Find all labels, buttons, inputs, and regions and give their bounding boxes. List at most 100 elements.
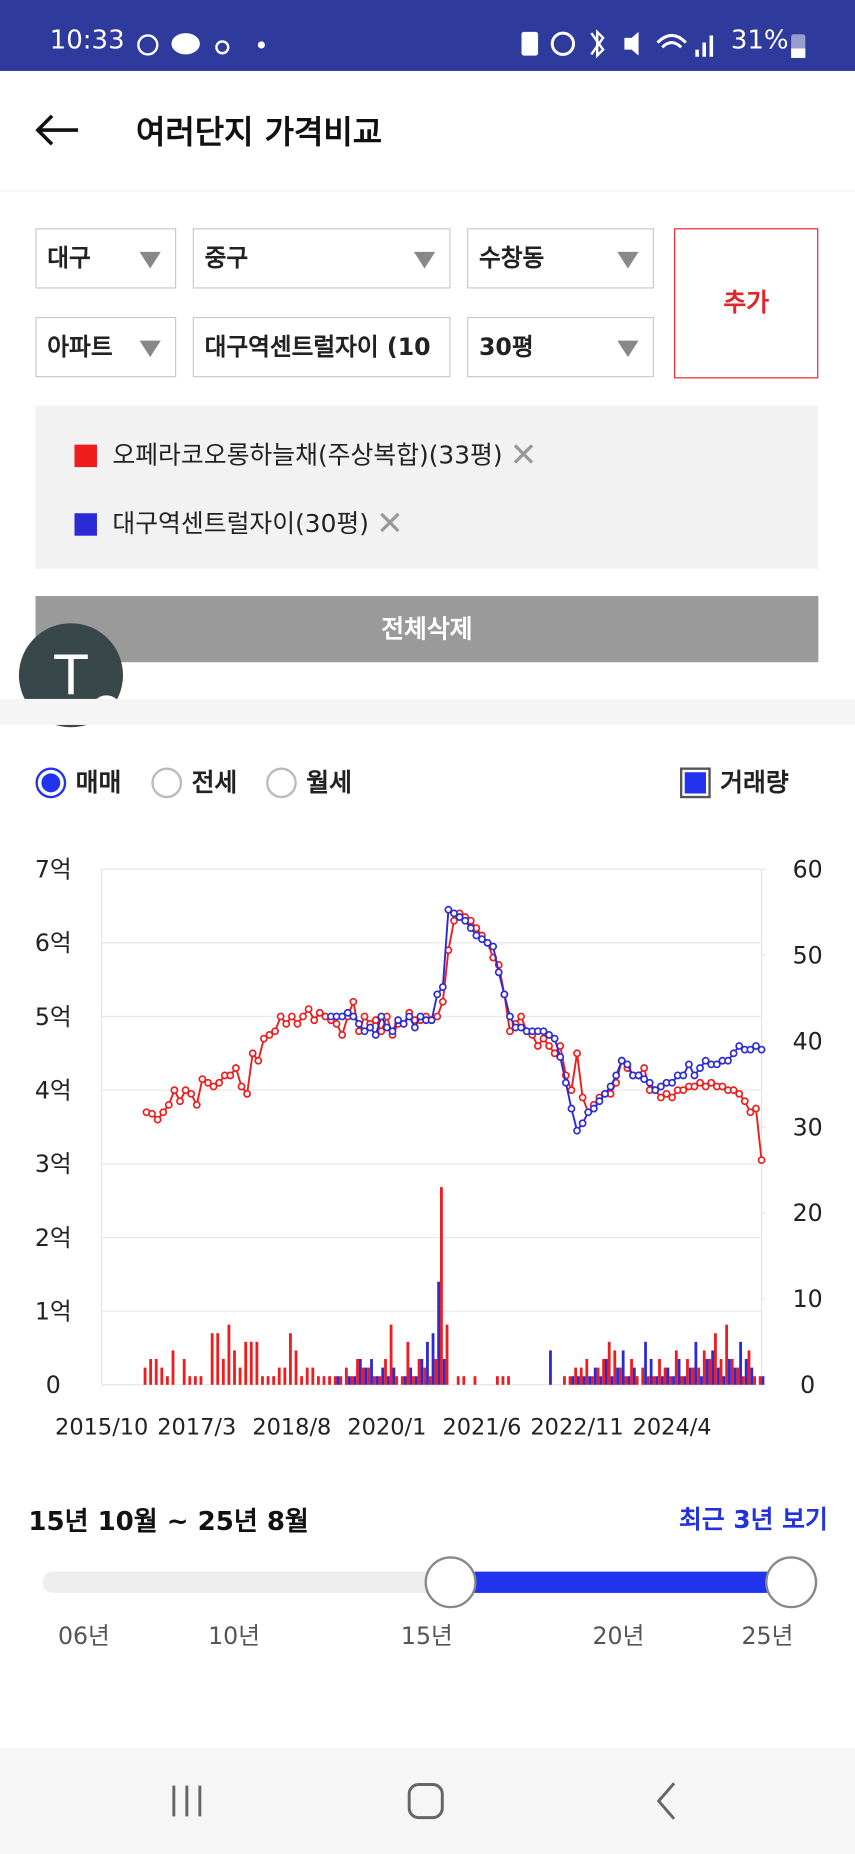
volume-bar (171, 1350, 175, 1385)
volume-bar (618, 1367, 622, 1385)
select[interactable]: 30평 (467, 316, 654, 378)
volume-bar (495, 1376, 499, 1385)
volume-bar (216, 1333, 220, 1385)
price-point (377, 1027, 386, 1036)
price-point (338, 1031, 347, 1039)
volume-bar (244, 1341, 248, 1385)
x-tick-label: 2020/1 (347, 1414, 426, 1440)
price-point (701, 1082, 710, 1091)
price-point (729, 1086, 738, 1095)
slider-knob[interactable] (765, 1556, 818, 1609)
volume-bar (691, 1367, 695, 1385)
slider-tick-label: 25년 (741, 1621, 794, 1650)
recents-button[interactable] (172, 1785, 202, 1817)
selected-list: 오페라코오롱하늘채(주상복합)(33평) ✕ 대구역센트럴자이(30평) ✕ (35, 405, 819, 569)
volume-bar (728, 1359, 731, 1385)
slider-knob[interactable] (424, 1556, 477, 1609)
volume-bar (442, 1359, 446, 1385)
volume-bar (591, 1376, 594, 1385)
radio-option[interactable]: 매매 (35, 765, 121, 800)
volume-bar (347, 1376, 351, 1385)
price-point (668, 1093, 677, 1102)
remove-button[interactable]: ✕ (509, 435, 538, 475)
volume-bar (261, 1376, 264, 1385)
plot-frame (101, 868, 763, 1386)
home-button[interactable] (407, 1783, 444, 1820)
price-point (304, 1005, 313, 1014)
price-point (500, 990, 509, 999)
remove-button[interactable]: ✕ (376, 503, 404, 543)
price-point (494, 968, 503, 977)
volume-bar (733, 1367, 737, 1385)
volume-bar (462, 1376, 466, 1385)
y-tick-label: 4억 (35, 1076, 72, 1104)
price-point (416, 1012, 425, 1021)
volume-bar (473, 1376, 477, 1385)
volume-bar (272, 1376, 276, 1385)
price-point (690, 1071, 699, 1080)
price-point (192, 1100, 201, 1109)
text: 수창동 (478, 243, 545, 272)
volume-bar (445, 1324, 449, 1385)
volume-bar (316, 1376, 320, 1385)
volume-bar (660, 1376, 664, 1385)
y2-tick-label: 0 (800, 1371, 815, 1399)
y2-tick-label: 20 (793, 1199, 823, 1227)
legend-swatch (74, 513, 97, 536)
volume-bar (663, 1367, 667, 1385)
volume-bar (344, 1367, 348, 1385)
select[interactable]: 대구 (35, 228, 177, 289)
add-button[interactable]: 추가 (674, 228, 819, 379)
volume-bar (610, 1376, 614, 1385)
volume-bar (412, 1376, 415, 1385)
price-point (455, 913, 464, 921)
volume-bar (266, 1376, 270, 1385)
recent-button[interactable]: 최근 3년 보기 (678, 1505, 828, 1534)
volume-bar (624, 1376, 628, 1385)
radio-option[interactable]: 전세 (151, 765, 237, 800)
radio-option[interactable]: 월세 (266, 765, 352, 800)
back-nav-button[interactable] (656, 1782, 676, 1820)
price-point (478, 935, 486, 944)
system-icons (521, 29, 714, 59)
range-label: 15년 10월 ~ 25년 8월 (28, 1507, 309, 1538)
volume-bar (238, 1367, 242, 1385)
text: 아파트 (47, 332, 113, 361)
price-point (589, 1104, 598, 1113)
price-point (343, 1008, 352, 1017)
price-point (450, 909, 458, 918)
y2-tick-label: 30 (793, 1113, 823, 1141)
delete-all-button[interactable]: 전체삭제 (35, 596, 819, 663)
volume-bar (739, 1341, 743, 1385)
text: 거래량 (720, 768, 789, 798)
price-point (735, 1089, 744, 1098)
back-button[interactable] (33, 111, 83, 149)
price-point (550, 1034, 559, 1043)
volume-bar (736, 1367, 740, 1385)
price-point (349, 1012, 358, 1021)
volume-bar (409, 1367, 413, 1385)
volume-bar (750, 1367, 754, 1385)
price-point (489, 942, 498, 951)
volume-bar (336, 1376, 340, 1385)
price-chart: 0 1억 2억 3억 4억 5억 6억 7억 0 10 20 30 40 50 60 2015/10 2017/… (35, 855, 823, 1440)
x-tick-label: 2021/6 (442, 1414, 521, 1440)
price-point (444, 905, 453, 914)
price-point (567, 1104, 576, 1113)
volume-checkbox[interactable]: 거래량 (679, 765, 789, 800)
select[interactable]: 대구역센트럴자이 (10 (192, 316, 451, 378)
select[interactable]: 아파트 (35, 316, 177, 378)
volume-bar (677, 1359, 681, 1385)
volume-bar (714, 1333, 717, 1385)
select[interactable]: 중구 (192, 228, 451, 289)
price-point (561, 1078, 570, 1087)
legend-label: 대구역센트럴자이(30평) (112, 509, 369, 539)
price-point (679, 1071, 688, 1080)
select[interactable]: 수창동 (467, 228, 654, 289)
volume-bar (722, 1376, 726, 1385)
volume-bar (507, 1376, 510, 1385)
volume-bar (630, 1359, 633, 1385)
volume-bar (431, 1333, 435, 1385)
volume-bar (579, 1367, 583, 1385)
volume-bar (406, 1341, 410, 1385)
